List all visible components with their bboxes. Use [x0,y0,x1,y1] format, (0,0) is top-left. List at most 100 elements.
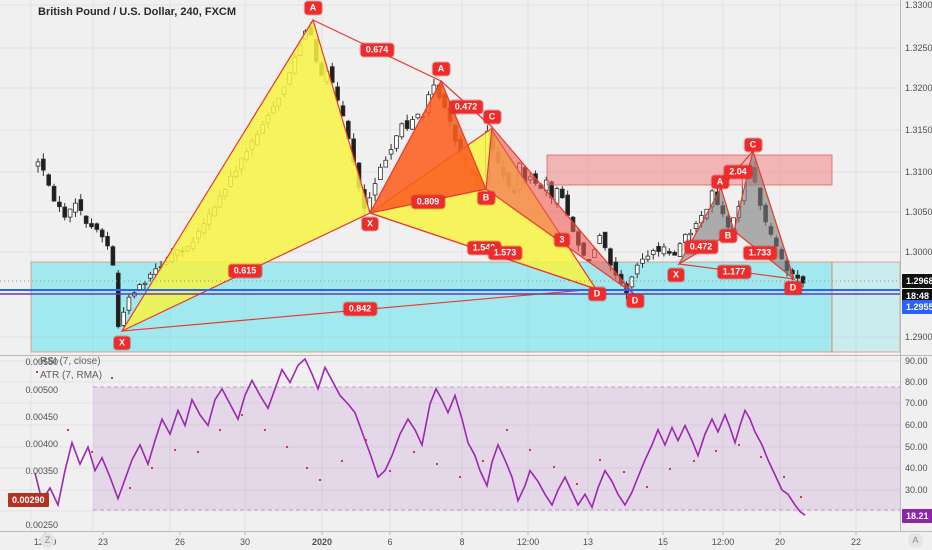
price-axis-label: 1.29000 [905,332,932,342]
pattern-point-label[interactable]: A [432,62,450,76]
atr-dot [481,459,485,463]
atr-dot [528,448,532,452]
time-axis-label: 23 [97,537,109,547]
time-axis-label: 20 [774,537,786,547]
rsi-axis-label: 50.00 [905,442,928,452]
rsi-axis-label: 70.00 [905,398,928,408]
atr-dot [218,428,222,432]
rsi-axis-label: 40.00 [905,463,928,473]
pattern-point-label[interactable]: B [477,191,495,205]
atr-axis-label: 0.00250 [25,520,58,530]
atr-dot [173,448,177,452]
time-axis-label: 26 [174,537,186,547]
fib-ratio-label[interactable]: 0.674 [360,43,394,57]
indicator-pane[interactable] [0,356,900,531]
price-axis-label: 1.31500 [905,125,932,135]
timezone-badge[interactable]: Z [40,533,55,548]
symbol-title: British Pound / U.S. Dollar, 240, FXCM [38,6,237,18]
atr-dot [668,467,672,471]
price-axis-chip: 1.29556 [902,300,932,314]
pattern-point-label[interactable]: B [719,229,737,243]
atr-dot [714,449,718,453]
time-axis-label: 13 [582,537,594,547]
atr-axis-label: 0.00550 [25,357,58,367]
price-axis-chip: 1.29683 [902,274,932,288]
atr-legend: ATR (7, RMA) [40,370,103,381]
fib-ratio-label[interactable]: 0.809 [411,195,445,209]
price-axis-label: 1.32000 [905,83,932,93]
atr-dot [692,459,696,463]
time-axis-label: 30 [239,537,251,547]
atr-dot [110,376,114,380]
pattern-point-label[interactable]: 3 [554,233,570,247]
fib-ratio-label[interactable]: 2.04 [724,165,752,179]
fib-ratio-label[interactable]: 0.472 [684,240,718,254]
atr-dot [552,465,556,469]
atr-dot [759,455,763,459]
pattern-point-label[interactable]: D [784,281,802,295]
fib-ratio-label[interactable]: 0.472 [449,100,483,114]
fib-ratio-label[interactable]: 1.177 [717,265,751,279]
pattern-point-label[interactable]: C [744,138,762,152]
pattern-point-label[interactable]: X [113,336,131,350]
atr-dot [240,413,244,417]
price-axis-label: 1.30500 [905,207,932,217]
atr-dot [364,438,368,442]
atr-dot [458,475,462,479]
atr-dot [196,450,200,454]
time-axis-label: 15 [657,537,669,547]
rsi-legend: RSI (7, close) [40,356,101,367]
price-axis-label: 1.30000 [905,247,932,257]
pattern-point-label[interactable]: C [483,110,501,124]
main-price-pane[interactable] [0,0,900,355]
time-axis-label: 12:00 [711,537,735,547]
rsi-line [34,357,806,516]
time-axis-label: 8 [459,537,465,547]
rsi-axis-label: 80.00 [905,377,928,387]
atr-axis-label: 0.00500 [25,385,58,395]
price-axis-label: 1.32500 [905,43,932,53]
pattern-point-label[interactable]: D [626,294,644,308]
fib-ratio-label[interactable]: 0.842 [343,302,377,316]
atr-dot [285,445,289,449]
pattern-point-label[interactable]: A [304,1,322,15]
pattern-point-label[interactable]: A [711,175,729,189]
atr-dot [318,478,322,482]
atr-dot [622,470,626,474]
atr-dot [412,450,416,454]
price-axis[interactable] [900,0,932,532]
resistance-box [546,154,833,186]
fib-ratio-label[interactable]: 0.615 [228,264,262,278]
fib-ratio-label[interactable]: 1.573 [488,246,522,260]
atr-axis-label: 0.00450 [25,412,58,422]
atr-axis-label: 0.00400 [25,439,58,449]
atr-dot [645,485,649,489]
time-axis-label: 22 [850,537,862,547]
pattern-point-label[interactable]: X [667,268,685,282]
rsi-current-chip: 18.21 [902,509,932,523]
atr-dot [35,370,39,374]
price-axis-label: 1.31000 [905,167,932,177]
atr-dot [575,482,579,486]
pattern-point-label[interactable]: X [361,217,379,231]
time-axis[interactable] [0,532,932,550]
atr-dot [305,466,309,470]
atr-dot [128,486,132,490]
atr-dot [737,443,741,447]
time-axis-label: 2020 [311,537,333,547]
atr-dot [598,458,602,462]
time-axis-label: 6 [387,537,393,547]
atr-dot [799,495,803,499]
time-axis-label: 12:00 [516,537,540,547]
rsi-axis-label: 90.00 [905,356,928,366]
atr-dot [340,459,344,463]
atr-dot [66,428,70,432]
auto-scale-badge[interactable]: A [908,533,923,548]
pattern-point-label[interactable]: D [588,287,606,301]
atr-dot [505,428,509,432]
rsi-axis-label: 30.00 [905,485,928,495]
fib-ratio-label[interactable]: 1.733 [743,246,777,260]
atr-dot [782,475,786,479]
